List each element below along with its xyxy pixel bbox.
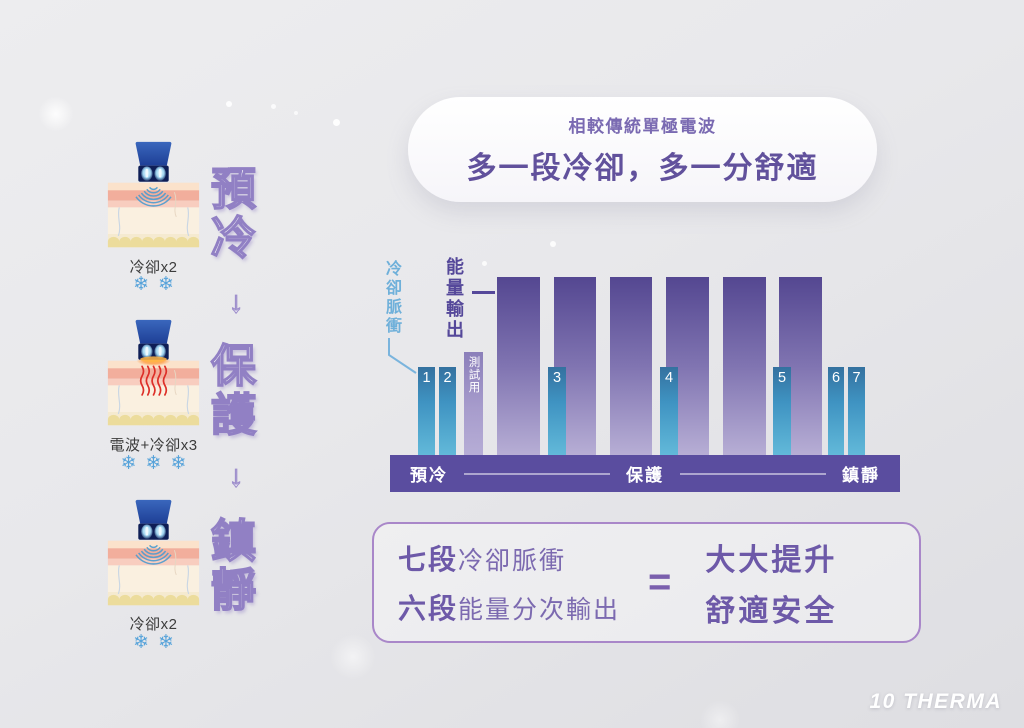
stage-label-precool: 預冷	[203, 164, 256, 264]
pulse-label-connector-line	[388, 338, 417, 374]
header-title: 多一段冷卻，多一分舒適	[466, 152, 819, 185]
equation-line1-bold: 七段	[398, 544, 459, 575]
test-bar: 測試用	[464, 352, 483, 455]
step-caption: 電波+冷卻x3	[109, 437, 198, 454]
cooling-pulse-axis-label: 冷卻脈衝	[383, 260, 400, 336]
energy-bar-3	[610, 277, 652, 455]
equation-line2-bold: 六段	[398, 593, 459, 624]
rf-heat-waves	[139, 365, 168, 396]
cooling-bar-2: 2	[439, 367, 456, 455]
device-illustration-rf	[107, 319, 200, 426]
cooling-bar-1: 1	[418, 367, 435, 455]
snowflake-icons: ❄❄	[133, 274, 183, 295]
down-arrow-icon: ↓	[228, 459, 244, 493]
down-arrow-icon: ↓	[228, 285, 244, 319]
equation-line2-rest: 能量分次輸出	[458, 596, 621, 624]
header-banner: 相較傳統單極電波 多一段冷卻，多一分舒適	[408, 97, 877, 202]
energy-bar-5	[723, 277, 766, 455]
snowflake-icons: ❄❄❄	[120, 453, 196, 474]
phase-protect: 保護	[626, 466, 664, 485]
energy-bar-1	[497, 277, 540, 455]
phase-divider-line	[680, 472, 826, 475]
equation-left: 七段 冷卻脈衝 六段 能量分次輸出	[398, 538, 620, 627]
summary-equation-box: 七段 冷卻脈衝 六段 能量分次輸出 = 大大提升 舒適安全	[372, 522, 921, 643]
brand-logo: 10 THERMA	[869, 690, 1002, 713]
equation-line1-rest: 冷卻脈衝	[458, 547, 567, 575]
device-head	[135, 499, 172, 540]
cooling-waves	[135, 544, 172, 565]
step-caption: 冷卻x2	[129, 616, 178, 633]
cooling-waves	[135, 186, 172, 207]
cooling-bar-5: 5	[773, 367, 791, 455]
equation-result: 大大提升 舒適安全	[705, 535, 837, 630]
step-caption: 冷卻x2	[129, 259, 178, 276]
stage-label-soothe: 鎮靜	[203, 516, 256, 616]
cooling-bar-4: 4	[660, 367, 678, 455]
device-illustration-cooling-2	[107, 499, 200, 606]
phase-soothe: 鎮靜	[842, 466, 880, 485]
header-subtitle: 相較傳統單極電波	[568, 117, 717, 136]
phase-axis-band: 預冷 保護 鎮靜	[390, 455, 900, 492]
phase-precool: 預冷	[410, 466, 448, 485]
cooling-bar-3: 3	[548, 367, 566, 455]
device-illustration-cooling-1	[107, 141, 200, 248]
result-line1: 大大提升	[705, 544, 838, 577]
phase-divider-line	[464, 472, 610, 475]
result-line2: 舒適安全	[705, 595, 838, 628]
cooling-bar-7: 7	[848, 367, 865, 455]
equals-sign: =	[648, 560, 672, 604]
device-head	[135, 141, 172, 182]
snowflake-icons: ❄❄	[133, 632, 183, 653]
energy-output-axis-label: 能量輸出	[444, 257, 464, 341]
stage-label-protect: 保護	[203, 341, 256, 441]
energy-level-tick	[472, 291, 495, 294]
cooling-bar-6: 6	[828, 367, 844, 455]
device-head	[135, 319, 172, 363]
